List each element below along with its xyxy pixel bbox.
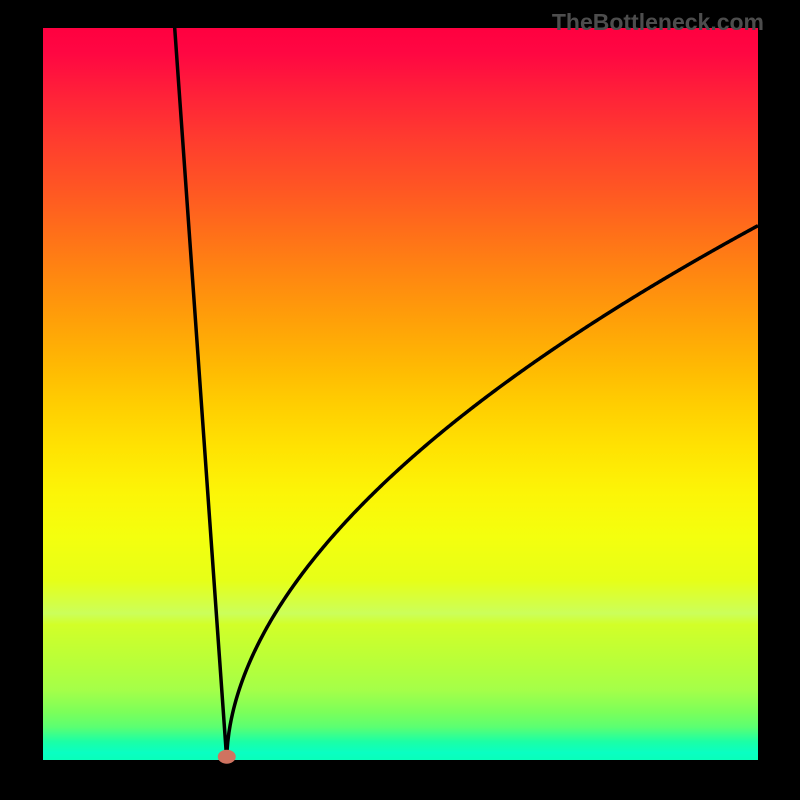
bottleneck-chart	[0, 0, 800, 800]
figure-root: TheBottleneck.com	[0, 0, 800, 800]
gradient-background	[43, 28, 758, 760]
watermark-text: TheBottleneck.com	[552, 9, 764, 36]
optimal-point-marker	[218, 750, 236, 764]
